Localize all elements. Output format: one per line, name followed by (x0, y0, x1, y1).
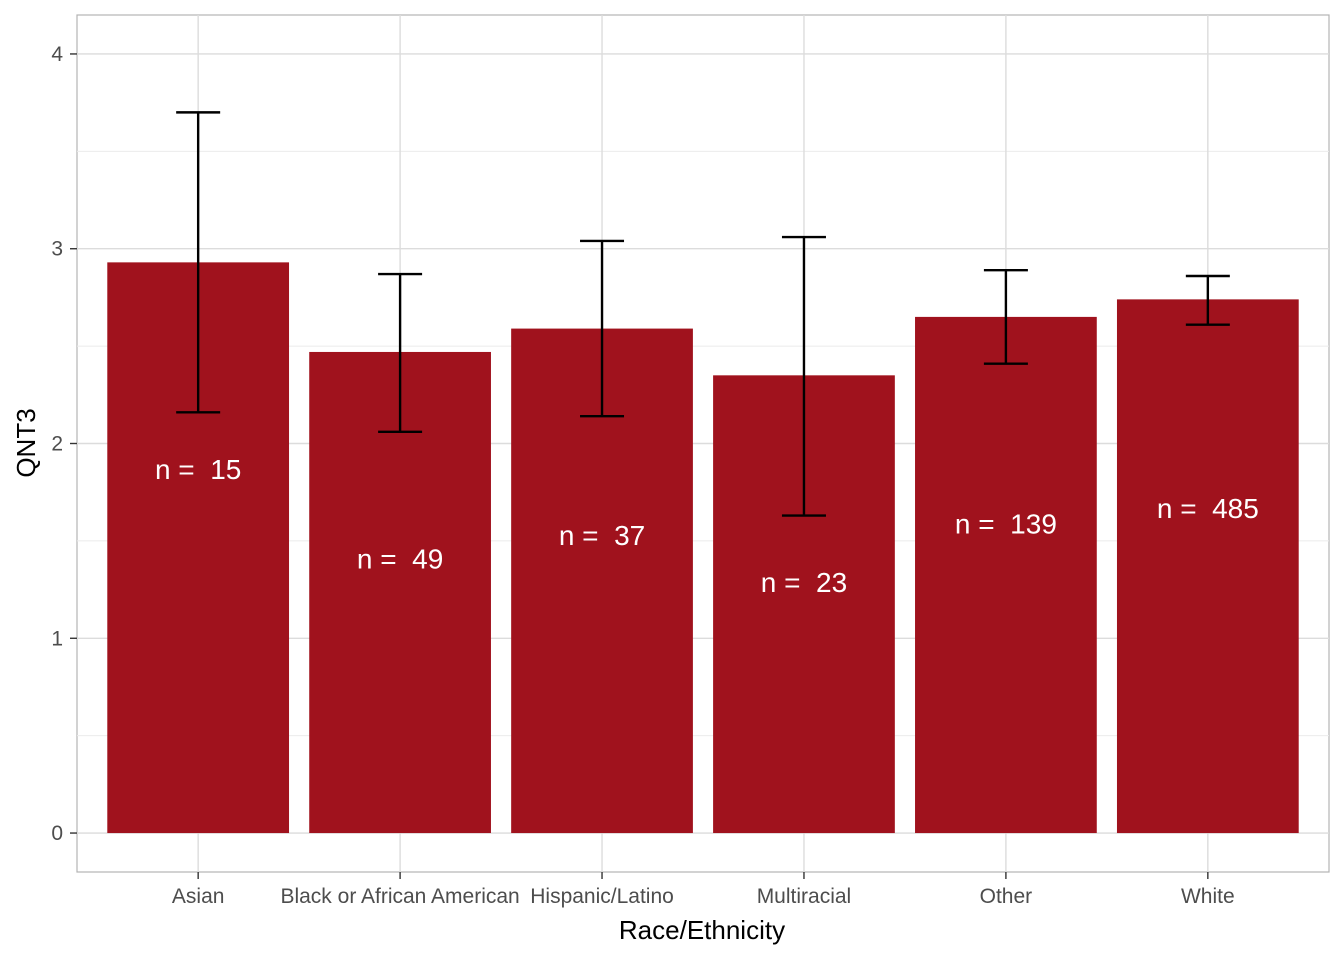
x-tick-label: Black or African American (280, 885, 519, 908)
bar (915, 316, 1097, 834)
error-bar (580, 239, 625, 418)
error-bar (781, 235, 826, 517)
x-axis-title: Race/Ethnicity (619, 915, 785, 945)
error-bar (378, 272, 423, 434)
y-axis: 0 1 2 3 4 (51, 43, 77, 845)
x-tick-label: White (1181, 885, 1235, 908)
error-bar (1185, 274, 1230, 326)
x-axis: Asian Black or African American Hispanic/L… (172, 872, 1235, 908)
y-tick-label: 4 (51, 43, 63, 66)
bar-count-label: n = 23 (761, 567, 847, 598)
error-bar (983, 268, 1028, 365)
bar-count-label: n = 37 (559, 520, 645, 551)
x-tick-label: Hispanic/Latino (530, 885, 674, 908)
bar-count-label: n = 15 (155, 454, 241, 485)
bar-labels: n = 15 n = 49 n = 37 n = 23 n = 139 n = 485 (155, 454, 1259, 598)
x-tick-label: Asian (172, 885, 225, 908)
bars (107, 262, 1299, 834)
bar-count-label: n = 139 (955, 508, 1057, 539)
y-axis-title: QNT3 (11, 408, 41, 477)
error-bar (176, 111, 221, 414)
y-tick-label: 0 (51, 822, 63, 845)
bar-count-label: n = 49 (357, 543, 443, 574)
y-tick-label: 1 (51, 627, 63, 650)
bar-count-label: n = 485 (1157, 493, 1259, 524)
error-bars (176, 111, 1230, 517)
x-tick-label: Multiracial (757, 885, 852, 908)
bar (1116, 299, 1299, 834)
y-tick-label: 2 (51, 433, 63, 456)
y-tick-label: 3 (51, 238, 63, 261)
x-tick-label: Other (980, 885, 1033, 908)
